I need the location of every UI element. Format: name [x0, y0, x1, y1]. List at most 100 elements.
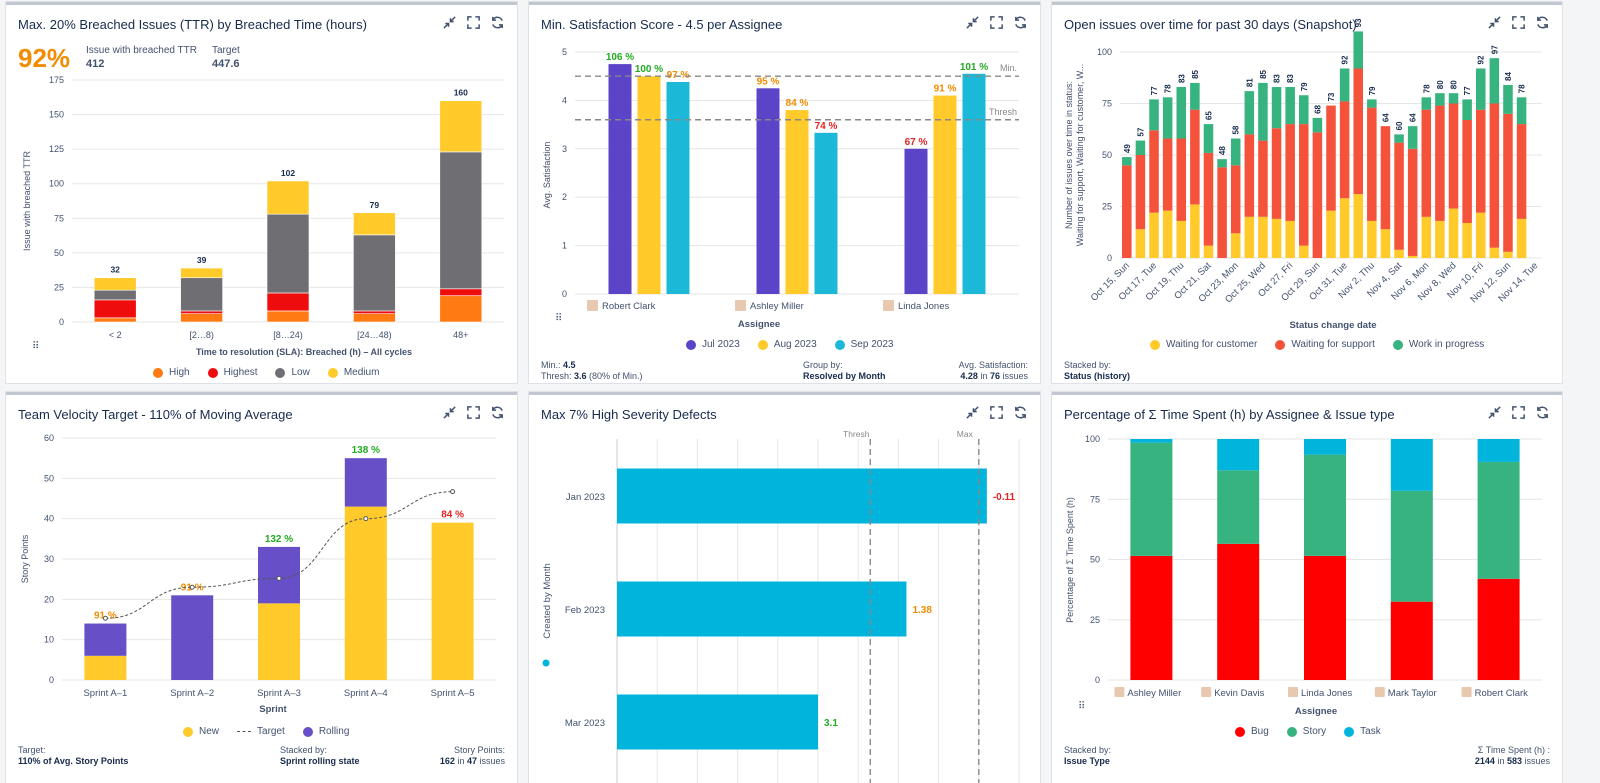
legend-item-high[interactable]: High	[153, 367, 190, 378]
y-tick-label: 150	[49, 110, 64, 120]
bar-aug-2023	[933, 95, 957, 294]
refresh-icon[interactable]	[490, 15, 505, 30]
bar-segment-waiting-for-support	[1312, 132, 1323, 258]
collapse-icon[interactable]	[442, 15, 457, 30]
drag-handle-icon[interactable]: ⠿	[555, 313, 562, 324]
y-tick-label: 25	[54, 282, 64, 292]
fullscreen-icon[interactable]	[1511, 15, 1526, 30]
legend-item-task[interactable]: Task	[1344, 726, 1381, 737]
legend-item-highest[interactable]: Highest	[207, 367, 257, 378]
collapse-icon[interactable]	[442, 405, 457, 420]
dashed-line-icon	[237, 731, 252, 732]
bar-segment-waiting-for-support	[1244, 134, 1255, 217]
legend-item-low[interactable]: Low	[275, 367, 310, 378]
refresh-icon[interactable]	[1535, 15, 1550, 30]
bar-total-label: 92	[1341, 55, 1350, 64]
panel-team-velocity: Team Velocity Target - 110% of Moving Av…	[6, 392, 517, 783]
panel-toolbar	[442, 15, 505, 30]
bar-segment-waiting-for-customer	[1353, 194, 1363, 258]
bar-segment-waiting-for-customer	[1203, 245, 1214, 258]
bar-segment-waiting-for-customer	[1435, 220, 1445, 258]
legend-item-waiting-support[interactable]: Waiting for support	[1275, 339, 1375, 350]
y-tick-label: 10	[44, 635, 54, 645]
drag-handle-icon[interactable]: ⠿	[1078, 701, 1085, 712]
bar-segment-waiting-for-support	[1190, 109, 1200, 205]
bar-segment-low	[93, 289, 137, 301]
fullscreen-icon[interactable]	[466, 405, 481, 420]
bar-segment-waiting-for-customer	[1258, 216, 1268, 258]
fullscreen-icon[interactable]	[989, 15, 1004, 30]
panel-toolbar	[965, 15, 1028, 30]
bar-segment-rolling	[84, 623, 127, 656]
legend-item-work-in-progress[interactable]: Work in progress	[1392, 339, 1484, 350]
kpi-value-breached: 412	[86, 58, 105, 70]
y-tick-label: 25	[1090, 615, 1100, 625]
x-tick-label: [24…48)	[357, 330, 392, 340]
x-tick-label: Sprint A–4	[344, 688, 388, 699]
bar-segment-waiting-for-customer	[1339, 198, 1350, 258]
bar-segment-waiting-for-support	[1503, 113, 1513, 252]
refresh-icon[interactable]	[490, 405, 505, 420]
bar-segment-waiting-for-customer	[1271, 218, 1282, 258]
bar-value-label: 100 %	[635, 64, 663, 75]
refresh-icon[interactable]	[1013, 405, 1028, 420]
bar-jul-2023	[756, 88, 780, 294]
legend-item-medium[interactable]: Medium	[327, 367, 379, 378]
bar-total-label: 84	[1504, 72, 1513, 81]
legend-item-aug-2023[interactable]: Aug 2023	[757, 339, 817, 350]
drag-handle-icon[interactable]: ⠿	[32, 341, 39, 352]
bar-segment-waiting-for-support	[1435, 105, 1445, 221]
collapse-icon[interactable]	[1487, 405, 1502, 420]
legend-item-bug[interactable]: Bug	[1235, 726, 1269, 737]
bar-percent-label: 132 %	[265, 534, 293, 545]
bar-segment-low	[439, 151, 483, 290]
fullscreen-icon[interactable]	[466, 15, 481, 30]
legend-item-rolling[interactable]: Rolling	[302, 726, 349, 737]
bar-segment-work-in-progress	[1285, 87, 1295, 125]
bar-segment-medium	[180, 267, 223, 279]
bar-segment-work-in-progress	[1244, 91, 1255, 135]
bar-segment-high	[266, 310, 310, 323]
bar-segment-waiting-for-customer	[1230, 233, 1241, 258]
footer-right: Story Points: 162 in 47 issues	[439, 745, 505, 766]
bar-segment-waiting-for-support	[1122, 165, 1132, 258]
bar-segment-new	[258, 603, 300, 680]
collapse-icon[interactable]	[965, 405, 980, 420]
collapse-icon[interactable]	[1487, 15, 1502, 30]
bar-segment-task	[1304, 439, 1346, 455]
bar-segment-waiting-for-customer	[1475, 212, 1486, 258]
y-tick-label: 125	[49, 144, 64, 154]
bar-total-label: 77	[1150, 86, 1159, 95]
bar-segment-highest	[93, 299, 137, 319]
refresh-icon[interactable]	[1535, 405, 1550, 420]
reference-line-label: Max	[957, 429, 974, 439]
refresh-icon[interactable]	[1013, 15, 1028, 30]
legend-item-jul-2023[interactable]: Jul 2023	[686, 339, 740, 350]
legend-item-story[interactable]: Story	[1286, 726, 1326, 737]
bar-segment-bug	[1304, 555, 1346, 680]
bar-segment-waiting-for-customer	[1448, 208, 1459, 258]
fullscreen-icon[interactable]	[1511, 405, 1526, 420]
x-tick-label: Sprint A–5	[431, 688, 475, 699]
y-tick-label: 175	[49, 75, 64, 85]
bar-segment-work-in-progress	[1176, 87, 1187, 139]
bar-segment-rolling	[344, 458, 387, 507]
target-line	[105, 491, 453, 619]
x-tick-label: Ashley Miller	[1127, 688, 1181, 699]
bar-total-label: 49	[1123, 144, 1132, 153]
legend-item-waiting-customer[interactable]: Waiting for customer	[1150, 339, 1257, 350]
legend-item-target[interactable]: Target	[237, 726, 285, 737]
bar-segment-task	[1217, 439, 1260, 471]
collapse-icon[interactable]	[965, 15, 980, 30]
avatar-icon	[587, 300, 598, 311]
bar-segment-waiting-for-support	[1421, 109, 1432, 217]
fullscreen-icon[interactable]	[989, 405, 1004, 420]
footer-right: Σ Time Spent (h) : 2144 in 583 issues	[1474, 745, 1550, 766]
panel-toolbar	[1487, 405, 1550, 420]
bar-sep-2023	[962, 73, 986, 294]
legend-item-new[interactable]: New	[183, 726, 219, 737]
legend-item-sep-2023[interactable]: Sep 2023	[834, 339, 893, 350]
x-tick-label: Ashley Miller	[750, 301, 804, 312]
bar-segment-work-in-progress	[1162, 97, 1173, 139]
